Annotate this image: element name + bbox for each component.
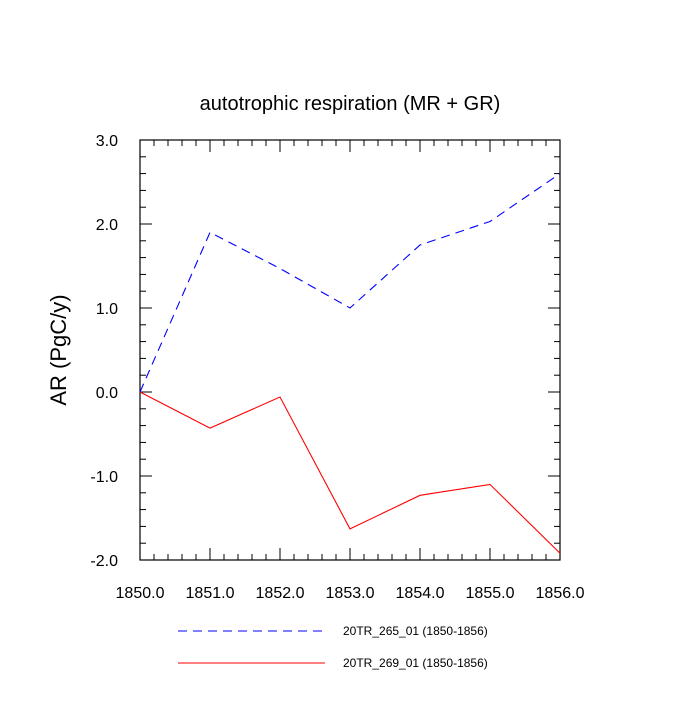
y-tick-label: 3.0	[96, 133, 118, 150]
y-axis-label: AR (PgC/y)	[46, 294, 71, 405]
x-tick-label: 1852.0	[256, 585, 305, 602]
series-line	[139, 391, 561, 554]
x-tick-label: 1855.0	[466, 585, 515, 602]
x-tick-label: 1854.0	[396, 585, 445, 602]
y-tick-label: 1.0	[96, 301, 118, 318]
y-tick-label: -2.0	[90, 553, 118, 570]
y-tick-label: -1.0	[90, 469, 118, 486]
x-tick-label: 1850.0	[116, 585, 165, 602]
chart-title: autotrophic respiration (MR + GR)	[200, 93, 501, 115]
y-tick-label: 2.0	[96, 217, 118, 234]
series-lines	[139, 173, 561, 554]
legend-label: 20TR_269_01 (1850-1856)	[343, 656, 488, 670]
legend-label: 20TR_265_01 (1850-1856)	[343, 624, 488, 638]
legend: 20TR_265_01 (1850-1856) 20TR_269_01 (1850…	[178, 624, 488, 670]
y-tick-label: 0.0	[96, 385, 118, 402]
series-line	[139, 173, 561, 393]
plot-frame	[139, 139, 561, 561]
x-tick-label: 1851.0	[186, 585, 235, 602]
axis-ticks: 1850.0 1851.0 1852.0 1853.0 1854.0 1855.0 1856…	[90, 133, 584, 602]
x-tick-label: 1856.0	[536, 585, 585, 602]
x-tick-label: 1853.0	[326, 585, 375, 602]
